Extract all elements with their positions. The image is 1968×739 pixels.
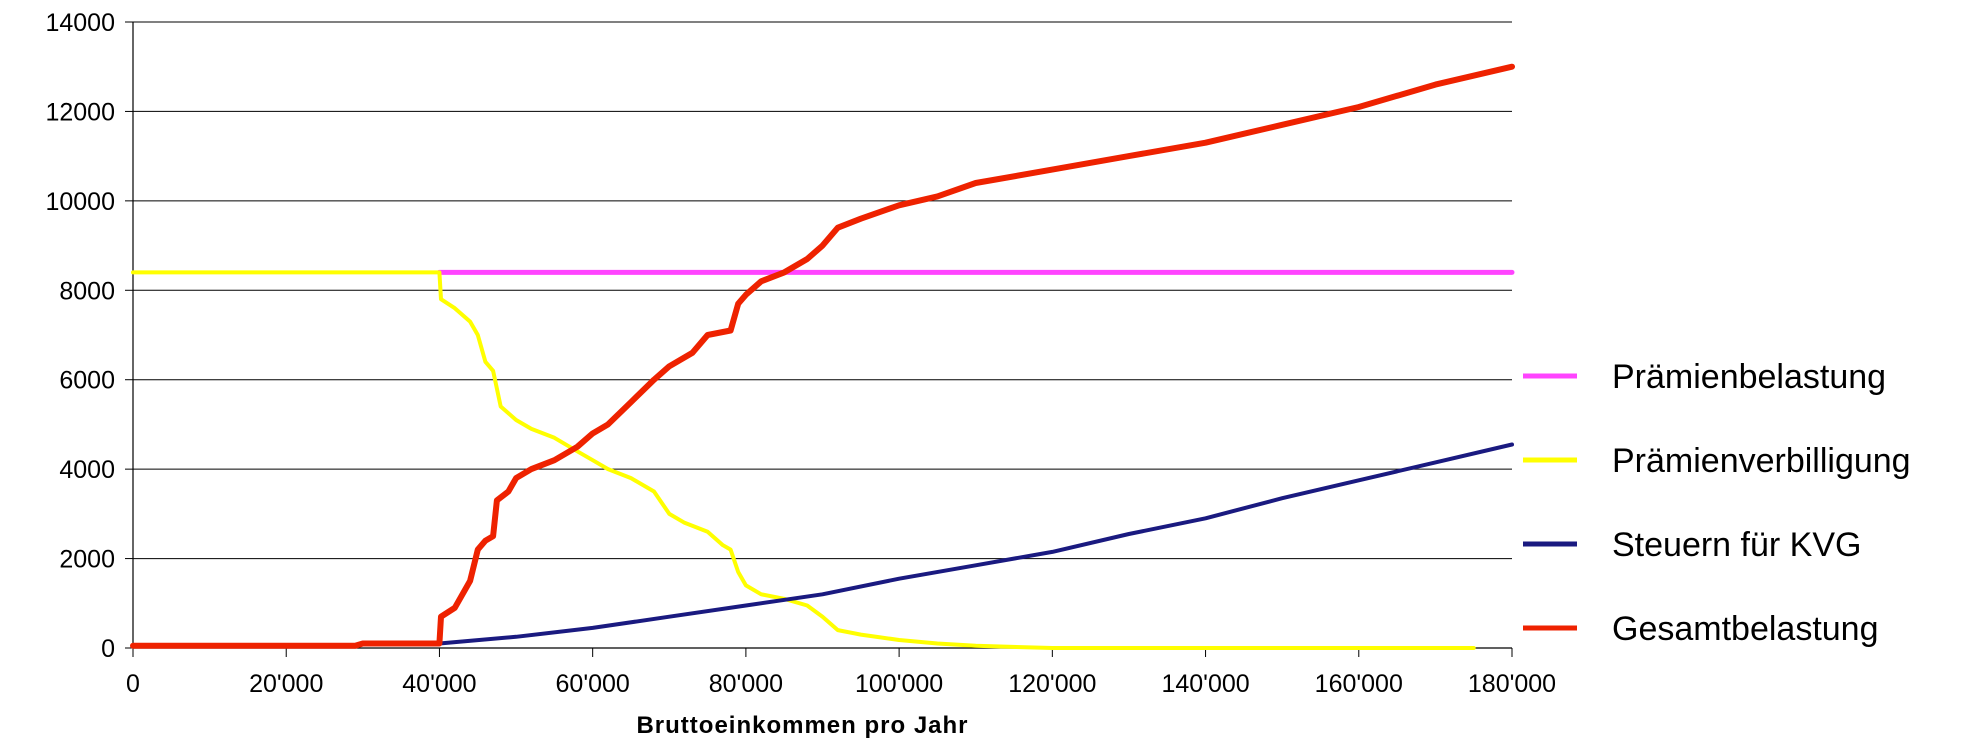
series-line-praemienverbilligung [131,270,1476,650]
x-tick-label: 80'000 [709,670,783,698]
y-tick-label: 10000 [45,188,115,216]
legend-label: Prämienverbilligung [1612,442,1911,480]
x-tick-label: 0 [126,670,140,698]
x-tick-label: 120'000 [1008,670,1096,698]
y-tick-label: 2000 [59,546,115,574]
x-tick-labels: 0 20'000 40'000 60'000 80'000 100'000 120'000 1… [126,670,1556,698]
y-tick-label: 0 [101,635,115,663]
y-tick-label: 14000 [45,9,115,37]
x-tick-label: 40'000 [402,670,476,698]
legend-label: Gesamtbelastung [1612,610,1879,648]
y-tick-label: 8000 [59,277,115,305]
series-lines [130,63,1515,650]
series-line-gesamtbelastung [130,63,1515,649]
legend: Prämienbelastung Prämienverbilligung Steue… [1523,358,1911,648]
y-tick-label: 6000 [59,367,115,395]
y-tick-label: 12000 [45,98,115,126]
legend-label: Prämienbelastung [1612,358,1886,396]
x-tick-label: 140'000 [1161,670,1249,698]
y-tick-labels: 0 2000 4000 6000 8000 10000 12000 14000 [45,9,115,663]
x-tick-label: 60'000 [556,670,630,698]
x-axis-title: Bruttoeinkommen pro Jahr [636,712,968,739]
x-tick-label: 160'000 [1315,670,1403,698]
y-tick-label: 4000 [59,456,115,484]
legend-label: Steuern für KVG [1612,526,1861,564]
series-line-steuern-fuer-kvg [437,442,1514,646]
x-tick-label: 20'000 [249,670,323,698]
gridlines [133,21,1512,560]
x-tick-label: 100'000 [855,670,943,698]
x-tick-label: 180'000 [1468,670,1556,698]
